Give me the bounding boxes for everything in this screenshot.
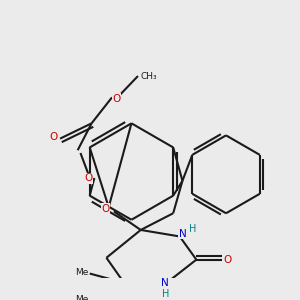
Text: H: H [188, 224, 196, 235]
Text: N: N [178, 229, 186, 239]
Text: O: O [85, 173, 93, 183]
Text: Me: Me [75, 268, 88, 277]
Text: N: N [161, 278, 169, 288]
Text: O: O [112, 94, 120, 104]
Text: CH₃: CH₃ [141, 71, 158, 80]
Text: O: O [224, 255, 232, 265]
Text: H: H [162, 289, 169, 299]
Text: O: O [49, 132, 57, 142]
Text: Me: Me [75, 295, 88, 300]
Text: O: O [101, 204, 110, 214]
